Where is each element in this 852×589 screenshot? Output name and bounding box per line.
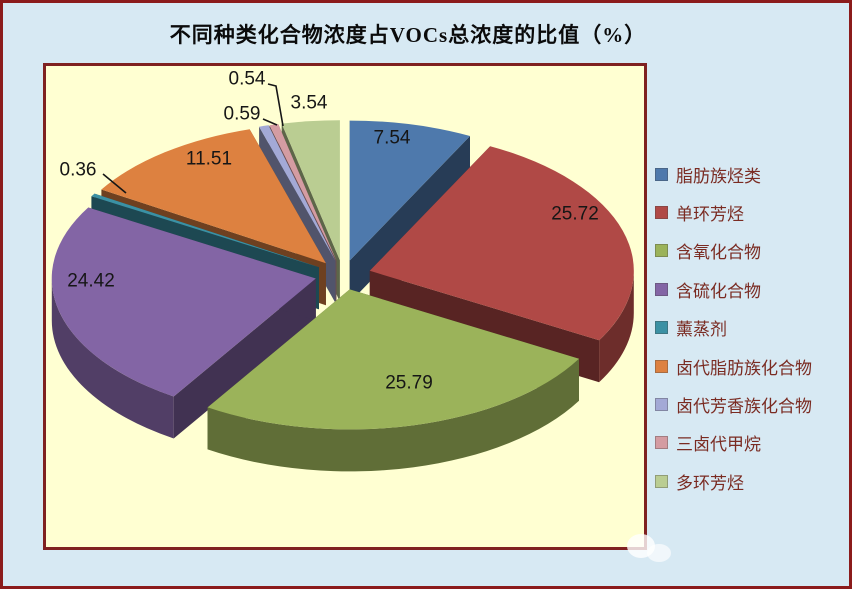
slice-top bbox=[369, 146, 634, 341]
label-leader-line bbox=[262, 118, 278, 126]
legend-label: 三卤代甲烷 bbox=[676, 435, 761, 455]
legend-item-4: 薰蒸剂 bbox=[655, 309, 850, 347]
legend-swatch bbox=[655, 282, 668, 296]
legend-swatch bbox=[655, 244, 668, 258]
legend-label: 薰蒸剂 bbox=[676, 320, 727, 340]
plot-area: 7.54 25.72 25.79 24.42 0.36 11.51 0.59 0.54 3.54 bbox=[43, 63, 647, 550]
legend-item-1: 单环芳烃 bbox=[655, 193, 850, 231]
value-label: 3.54 bbox=[291, 93, 328, 114]
pie-slice-2 bbox=[207, 289, 580, 472]
slice-rim-wall bbox=[51, 278, 174, 439]
legend-item-7: 三卤代甲烷 bbox=[655, 424, 850, 462]
legend-item-8: 多环芳烃 bbox=[655, 462, 850, 500]
legend-item-6: 卤代芳香族化合物 bbox=[655, 385, 850, 423]
watermark-blob-icon bbox=[647, 544, 671, 562]
slice-top bbox=[101, 129, 326, 264]
legend-item-2: 含氧化合物 bbox=[655, 232, 850, 270]
value-label: 0.54 bbox=[229, 69, 266, 90]
legend-item-0: 脂肪族烃类 bbox=[655, 155, 850, 193]
slice-rim-wall bbox=[207, 358, 580, 472]
legend-swatch bbox=[655, 206, 668, 220]
legend-item-3: 含硫化合物 bbox=[655, 270, 850, 308]
legend-label: 多环芳烃 bbox=[676, 473, 744, 493]
value-label: 0.36 bbox=[60, 160, 97, 181]
value-label: 0.59 bbox=[224, 104, 261, 125]
legend-swatch bbox=[655, 359, 668, 373]
legend-label: 卤代芳香族化合物 bbox=[676, 397, 812, 417]
slice-top bbox=[207, 289, 580, 430]
legend-swatch bbox=[655, 474, 668, 488]
slice-top bbox=[349, 120, 470, 261]
slice-top bbox=[91, 193, 320, 268]
slice-side-wall bbox=[173, 278, 316, 439]
legend-swatch bbox=[655, 167, 668, 181]
value-label: 25.79 bbox=[385, 373, 433, 394]
slice-top bbox=[269, 124, 337, 261]
slice-top bbox=[51, 207, 316, 397]
legend: 脂肪族烃类单环芳烃含氧化合物含硫化合物薰蒸剂卤代脂肪族化合物 卤代芳香族化合物 三卤… bbox=[655, 155, 850, 501]
pie-slice-3 bbox=[51, 207, 316, 439]
slice-rim-wall bbox=[599, 270, 634, 383]
legend-swatch bbox=[655, 436, 668, 450]
legend-item-5: 卤代脂肪族化合物 bbox=[655, 347, 850, 385]
legend-label: 含硫化合物 bbox=[676, 281, 761, 301]
label-leader-line bbox=[267, 83, 284, 127]
value-label: 24.42 bbox=[67, 271, 115, 292]
value-label: 25.72 bbox=[551, 204, 599, 225]
legend-swatch bbox=[655, 398, 668, 412]
legend-label: 脂肪族烃类 bbox=[676, 166, 761, 186]
legend-label: 卤代脂肪族化合物 bbox=[676, 358, 812, 378]
chart-title: 不同种类化合物浓度占VOCs总浓度的比值（%） bbox=[169, 23, 647, 47]
value-label: 7.54 bbox=[374, 128, 411, 149]
legend-swatch bbox=[655, 321, 668, 335]
slice-top bbox=[281, 120, 340, 261]
legend-label: 单环芳烃 bbox=[676, 205, 744, 225]
legend-label: 含氧化合物 bbox=[676, 243, 761, 263]
label-leader-line bbox=[102, 173, 127, 194]
value-label: 11.51 bbox=[186, 149, 232, 170]
pie-chart: 7.54 25.72 25.79 24.42 0.36 11.51 0.59 0.54 3.54 bbox=[51, 69, 634, 472]
slice-top bbox=[259, 125, 336, 261]
